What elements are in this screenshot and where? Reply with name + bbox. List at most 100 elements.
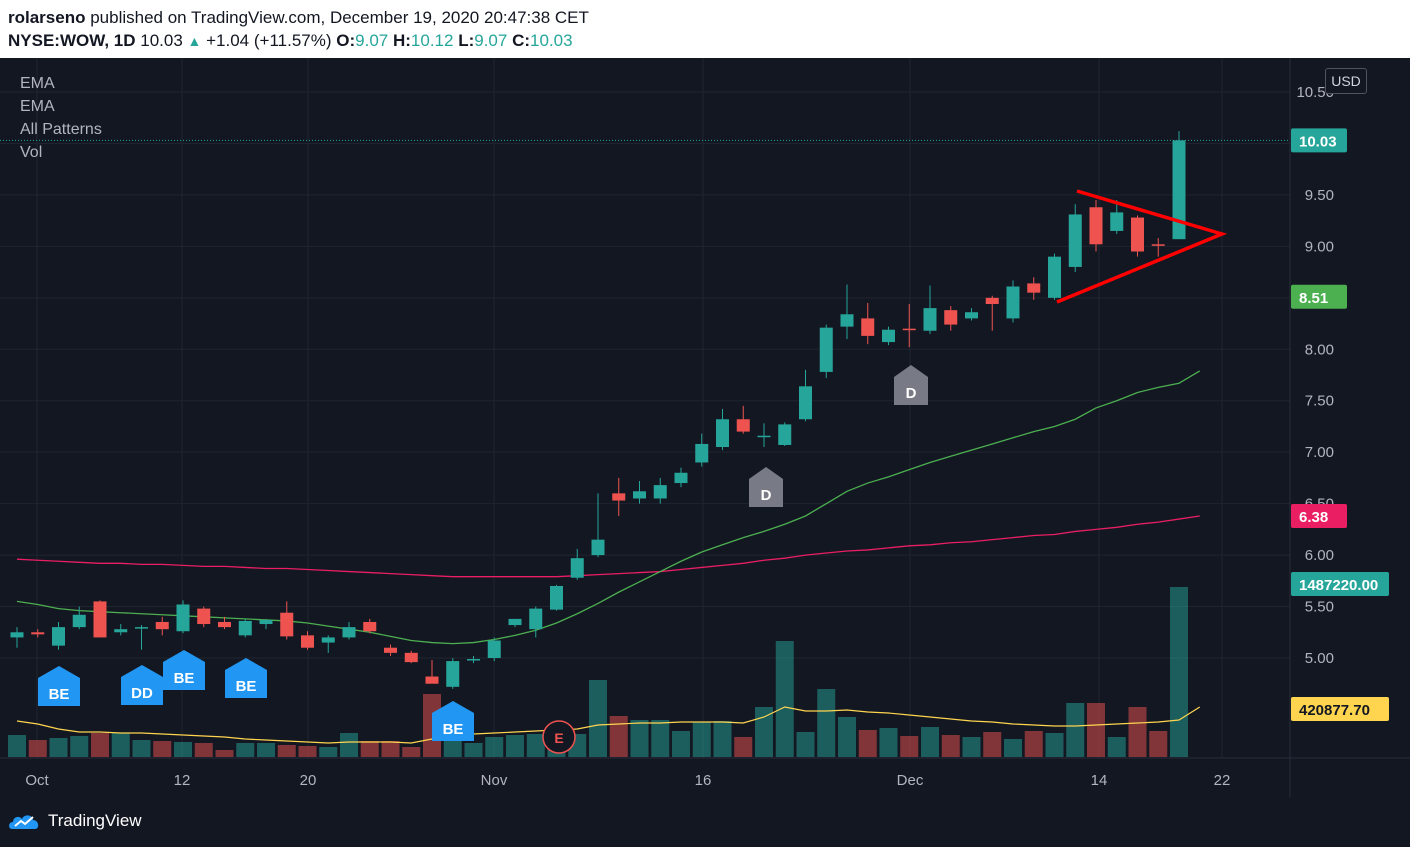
earnings-marker[interactable] [542, 720, 576, 754]
candle-body [1027, 283, 1041, 293]
candle-body [404, 652, 418, 663]
candle-body [529, 608, 543, 630]
candle-body [1006, 286, 1020, 319]
candle-body [550, 585, 563, 610]
tradingview-logo[interactable]: TradingView [8, 811, 142, 831]
candle-body [1110, 212, 1124, 231]
volume-bar [838, 717, 856, 757]
triangle-drawing[interactable] [1056, 189, 1228, 304]
ema-fast-line [16, 370, 1201, 645]
pattern-marker[interactable] [225, 658, 267, 698]
volume-bar [962, 737, 981, 757]
high-value: 10.12 [410, 31, 454, 50]
pattern-marker[interactable] [749, 467, 783, 507]
volume-bar [215, 750, 234, 757]
candle-body [321, 637, 335, 643]
pattern-label: D [906, 385, 917, 402]
volume-bar [651, 720, 670, 757]
legend-ema-fast[interactable]: EMA [20, 75, 55, 92]
currency-button[interactable]: USD [1325, 68, 1367, 94]
volume-bar [1004, 739, 1022, 757]
volume-bar [402, 747, 421, 757]
indicator-legend: EMA EMA All Patterns Vol [20, 72, 102, 164]
close-value: 10.03 [530, 31, 573, 50]
open-label: O: [336, 31, 356, 50]
volume-bar [319, 747, 338, 757]
pattern-label: D [761, 487, 772, 504]
pattern-label: BE [443, 721, 464, 738]
price-chart[interactable]: Oct1220Nov16Dec14225.005.506.006.507.007… [0, 58, 1410, 797]
x-tick-label: 14 [1091, 772, 1108, 789]
volume-bar [755, 707, 773, 757]
candle-body [819, 327, 833, 372]
candle-body [342, 627, 356, 638]
volume-bar [298, 746, 317, 757]
candle-body [612, 493, 626, 501]
y-tick-label: 5.50 [1305, 599, 1334, 616]
pattern-marker[interactable] [894, 365, 928, 405]
candle-body [52, 627, 65, 646]
last-price: 10.03 [140, 31, 183, 50]
x-tick-label: Dec [897, 772, 924, 789]
volume-ma-tag-bg [1291, 697, 1389, 721]
footer: TradingView [0, 797, 1410, 847]
volume-bar [858, 730, 877, 757]
pattern-marker[interactable] [38, 666, 80, 706]
author-name[interactable]: rolarseno [8, 8, 86, 27]
volume-tag-bg [1291, 572, 1389, 596]
candle-body [10, 632, 24, 638]
volume-bar [734, 737, 753, 757]
y-tick-label: 7.50 [1305, 393, 1334, 410]
pattern-marker[interactable] [121, 665, 163, 705]
legend-all-patterns[interactable]: All Patterns [20, 121, 102, 138]
candle-body [238, 620, 252, 636]
volume-bar [1170, 587, 1188, 757]
last-price-tag: 10.03 [1299, 133, 1337, 150]
volume-bar [1128, 707, 1147, 757]
volume-bar [360, 741, 379, 757]
candle-body [985, 297, 999, 304]
candle-body [93, 601, 107, 638]
candle-body [1131, 217, 1144, 252]
x-tick-label: 20 [300, 772, 317, 789]
candle-body [176, 604, 190, 632]
y-tick-label: 9.50 [1305, 187, 1334, 204]
legend-volume[interactable]: Vol [20, 144, 43, 161]
volume-bar [921, 727, 939, 757]
candle-body [923, 308, 937, 331]
candle-body [135, 627, 148, 629]
publish-text: published on TradingView.com, December 1… [90, 8, 589, 27]
candle-body [716, 419, 729, 448]
candle-body [653, 485, 667, 499]
volume-bar [1087, 703, 1105, 757]
volume-bar [464, 743, 483, 757]
candle-body [155, 621, 169, 630]
price-change: +1.04 (+11.57%) [206, 31, 332, 50]
volume-bar [277, 745, 296, 757]
legend-ema-slow[interactable]: EMA [20, 98, 55, 115]
symbol-name[interactable]: NYSE:WOW, 1D [8, 31, 136, 50]
candle-body [861, 318, 875, 336]
candle-body [446, 661, 460, 687]
x-tick-label: 12 [174, 772, 191, 789]
pattern-marker[interactable] [163, 650, 205, 690]
volume-bar [381, 741, 400, 757]
volume-bar [70, 736, 89, 757]
volume-bar [609, 716, 628, 757]
candle-body [674, 472, 688, 484]
pattern-marker[interactable] [432, 701, 474, 741]
candle-body [1048, 256, 1061, 298]
close-label: C: [512, 31, 531, 50]
candle-body [757, 435, 771, 438]
volume-bar [817, 689, 836, 757]
tradingview-brand: TradingView [48, 811, 142, 830]
candle-body [570, 558, 584, 578]
symbol-line: NYSE:WOW, 1D 10.03 ▲ +1.04 (+11.57%) O:9… [8, 31, 573, 51]
candle-body [778, 424, 792, 445]
up-triangle-icon: ▲ [187, 33, 202, 49]
pattern-label: DD [131, 685, 153, 702]
publish-line: rolarseno published on TradingView.com, … [8, 8, 589, 28]
candle-body [882, 329, 895, 343]
volume-tag: 1487220.00 [1299, 577, 1378, 594]
y-tick-label: 6.00 [1305, 547, 1334, 564]
